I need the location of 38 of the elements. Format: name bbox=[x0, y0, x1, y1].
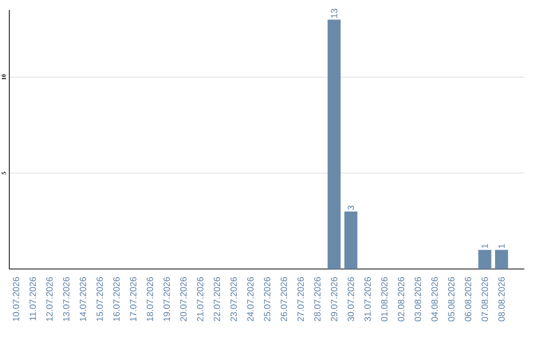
x-tick-label: 03.08.2026 bbox=[414, 277, 422, 322]
x-tick-label: 12.07.2026 bbox=[46, 277, 53, 321]
x-tick-label: 27.07.2026 bbox=[297, 277, 304, 322]
x-tick-label: 17.07.2026 bbox=[130, 277, 136, 321]
x-tick-label: 26.07.2026 bbox=[280, 277, 288, 322]
x-tick-label: 19.07.2026 bbox=[164, 277, 170, 321]
x-tick-label: 02.08.2026 bbox=[398, 277, 404, 322]
x-tick-label: 24.07.2026 bbox=[247, 277, 254, 322]
x-tick-label: 22.07.2026 bbox=[214, 277, 220, 322]
x-tick-label: 07.08.2026 bbox=[482, 277, 488, 322]
x-tick-label: 31.07.2026 bbox=[364, 277, 371, 322]
x-tick-label: 11.07.2026 bbox=[30, 277, 36, 320]
bar bbox=[495, 250, 508, 269]
x-tick-label: 10.07.2026 bbox=[12, 277, 20, 321]
x-tick-label: 23.07.2026 bbox=[230, 277, 237, 322]
data-label: 1 bbox=[498, 244, 505, 248]
x-tick-label: 08.08.2026 bbox=[498, 277, 505, 322]
bar bbox=[344, 211, 358, 269]
x-tick-label: 18.07.2026 bbox=[146, 277, 154, 321]
x-tick-label: 01.08.2026 bbox=[381, 277, 388, 322]
x-tick-label: 05.08.2026 bbox=[448, 277, 454, 322]
x-tick-label: 14.07.2026 bbox=[80, 277, 86, 321]
x-tick-label: 13.07.2026 bbox=[63, 277, 70, 321]
bar bbox=[478, 250, 492, 269]
data-label: 1 bbox=[482, 244, 488, 248]
x-tick-label: 21.07.2026 bbox=[196, 277, 204, 322]
x-tick-label: 25.07.2026 bbox=[264, 277, 270, 322]
data-label: 13 bbox=[330, 8, 338, 18]
x-tick-label: 16.07.2026 bbox=[113, 277, 120, 321]
x-tick-label: 20.07.2026 bbox=[180, 277, 187, 322]
x-tick-label: 04.08.2026 bbox=[431, 277, 438, 322]
x-tick-label: 28.07.2026 bbox=[314, 277, 321, 322]
x-tick-label: 30.07.2026 bbox=[348, 277, 354, 322]
data-label: 3 bbox=[348, 206, 354, 210]
x-tick-label: 06.08.2026 bbox=[464, 277, 472, 322]
x-tick-label: 29.07.2026 bbox=[330, 277, 338, 322]
bar bbox=[328, 20, 341, 269]
x-tick-label: 15.07.2026 bbox=[96, 277, 103, 321]
